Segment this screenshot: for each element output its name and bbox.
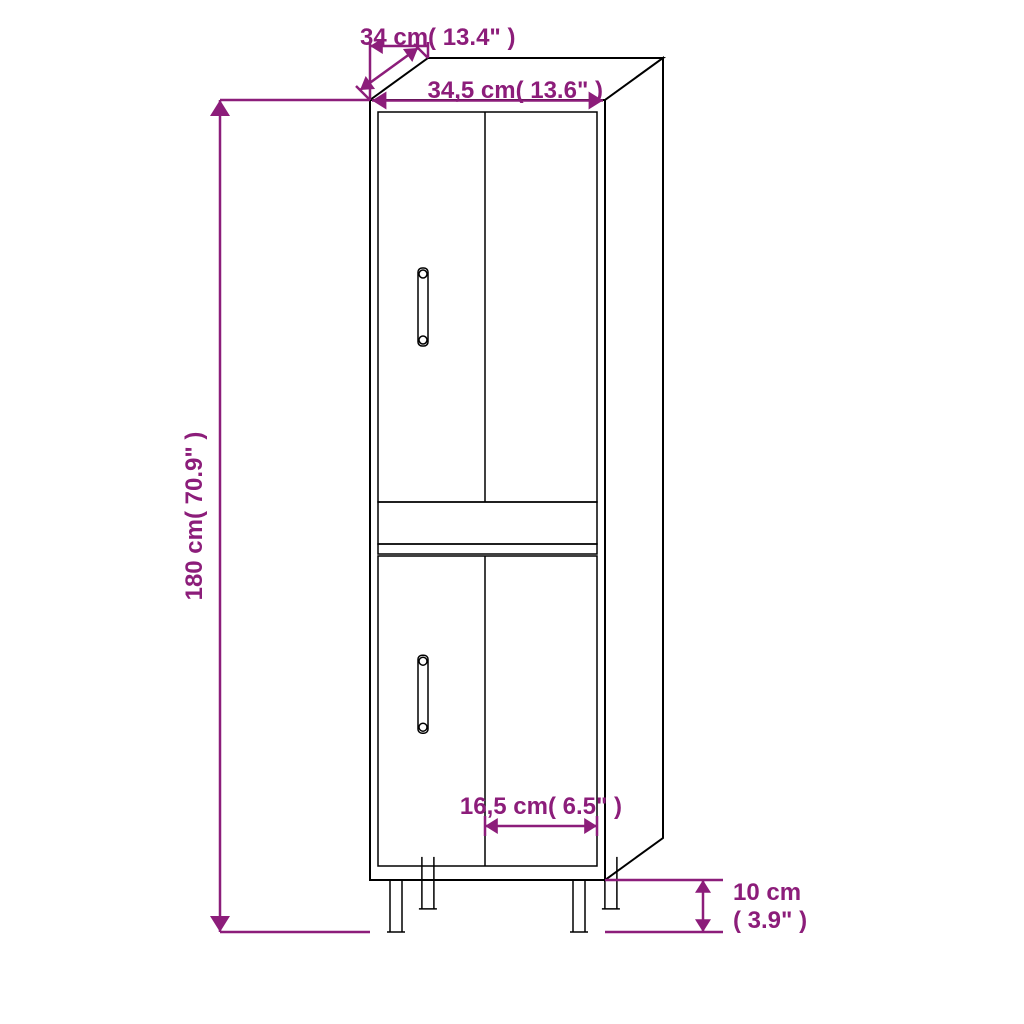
dim-depth-label: 34 cm( 13.4" ) [360,24,515,51]
cabinet-side-face [605,58,663,880]
dim-leg-label-1: 10 cm [733,879,801,906]
dim-panel-label: 16,5 cm( 6.5" ) [460,793,622,820]
upper-door-handle [418,268,428,346]
cabinet-leg [387,880,405,932]
dim-height-label: 180 cm( 70.9" ) [181,432,208,601]
cabinet-leg [570,880,588,932]
dim-width-label: 34,5 cm( 13.6" ) [428,77,603,104]
lower-door-handle [418,655,428,733]
dim-leg-label-2: ( 3.9" ) [733,907,807,934]
cabinet-dimension-diagram: 34 cm( 13.4" ) 34,5 cm( 13.6" ) 180 cm( 70… [0,0,1024,1024]
cabinet-front [370,100,605,880]
